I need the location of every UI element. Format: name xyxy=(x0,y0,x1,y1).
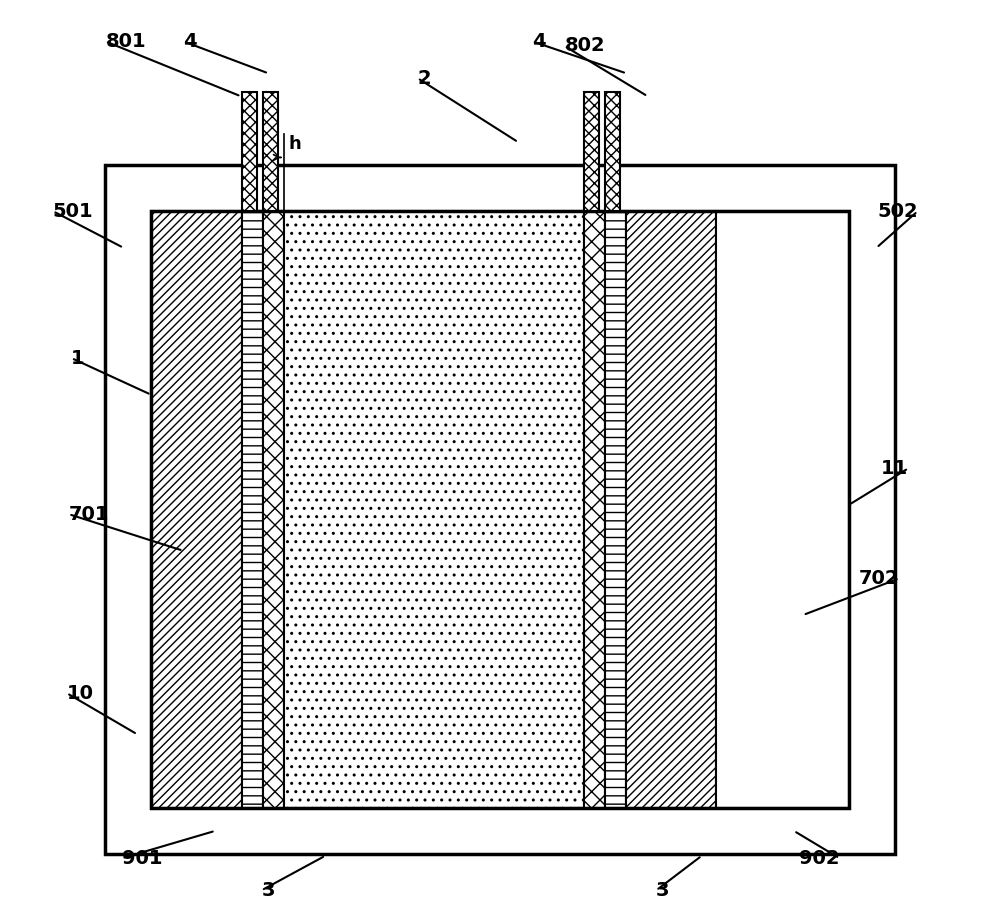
Text: 501: 501 xyxy=(53,202,94,220)
Bar xyxy=(626,211,716,808)
Text: 11: 11 xyxy=(881,459,909,477)
Text: 3: 3 xyxy=(261,881,275,900)
Bar xyxy=(584,211,605,808)
Text: h: h xyxy=(288,135,301,152)
Bar xyxy=(605,92,620,211)
Text: 2: 2 xyxy=(417,69,431,87)
Text: 502: 502 xyxy=(877,202,918,220)
Bar xyxy=(284,211,584,808)
Bar xyxy=(151,211,242,808)
Bar xyxy=(584,92,599,211)
Text: 902: 902 xyxy=(799,849,840,868)
Text: 901: 901 xyxy=(122,849,162,868)
Bar xyxy=(605,211,626,808)
Text: 3: 3 xyxy=(656,881,670,900)
Text: 4: 4 xyxy=(532,32,546,50)
Bar xyxy=(242,211,263,808)
Bar xyxy=(105,165,895,854)
Bar xyxy=(242,92,257,211)
Text: 802: 802 xyxy=(564,37,605,55)
Text: 1: 1 xyxy=(71,349,85,367)
Text: 10: 10 xyxy=(67,684,94,702)
Text: 4: 4 xyxy=(183,32,197,50)
Text: 701: 701 xyxy=(69,505,109,523)
Bar xyxy=(263,92,278,211)
Bar xyxy=(716,211,849,808)
Bar xyxy=(263,211,284,808)
Bar xyxy=(151,211,849,808)
Text: 702: 702 xyxy=(859,569,899,588)
Text: 801: 801 xyxy=(105,32,146,50)
